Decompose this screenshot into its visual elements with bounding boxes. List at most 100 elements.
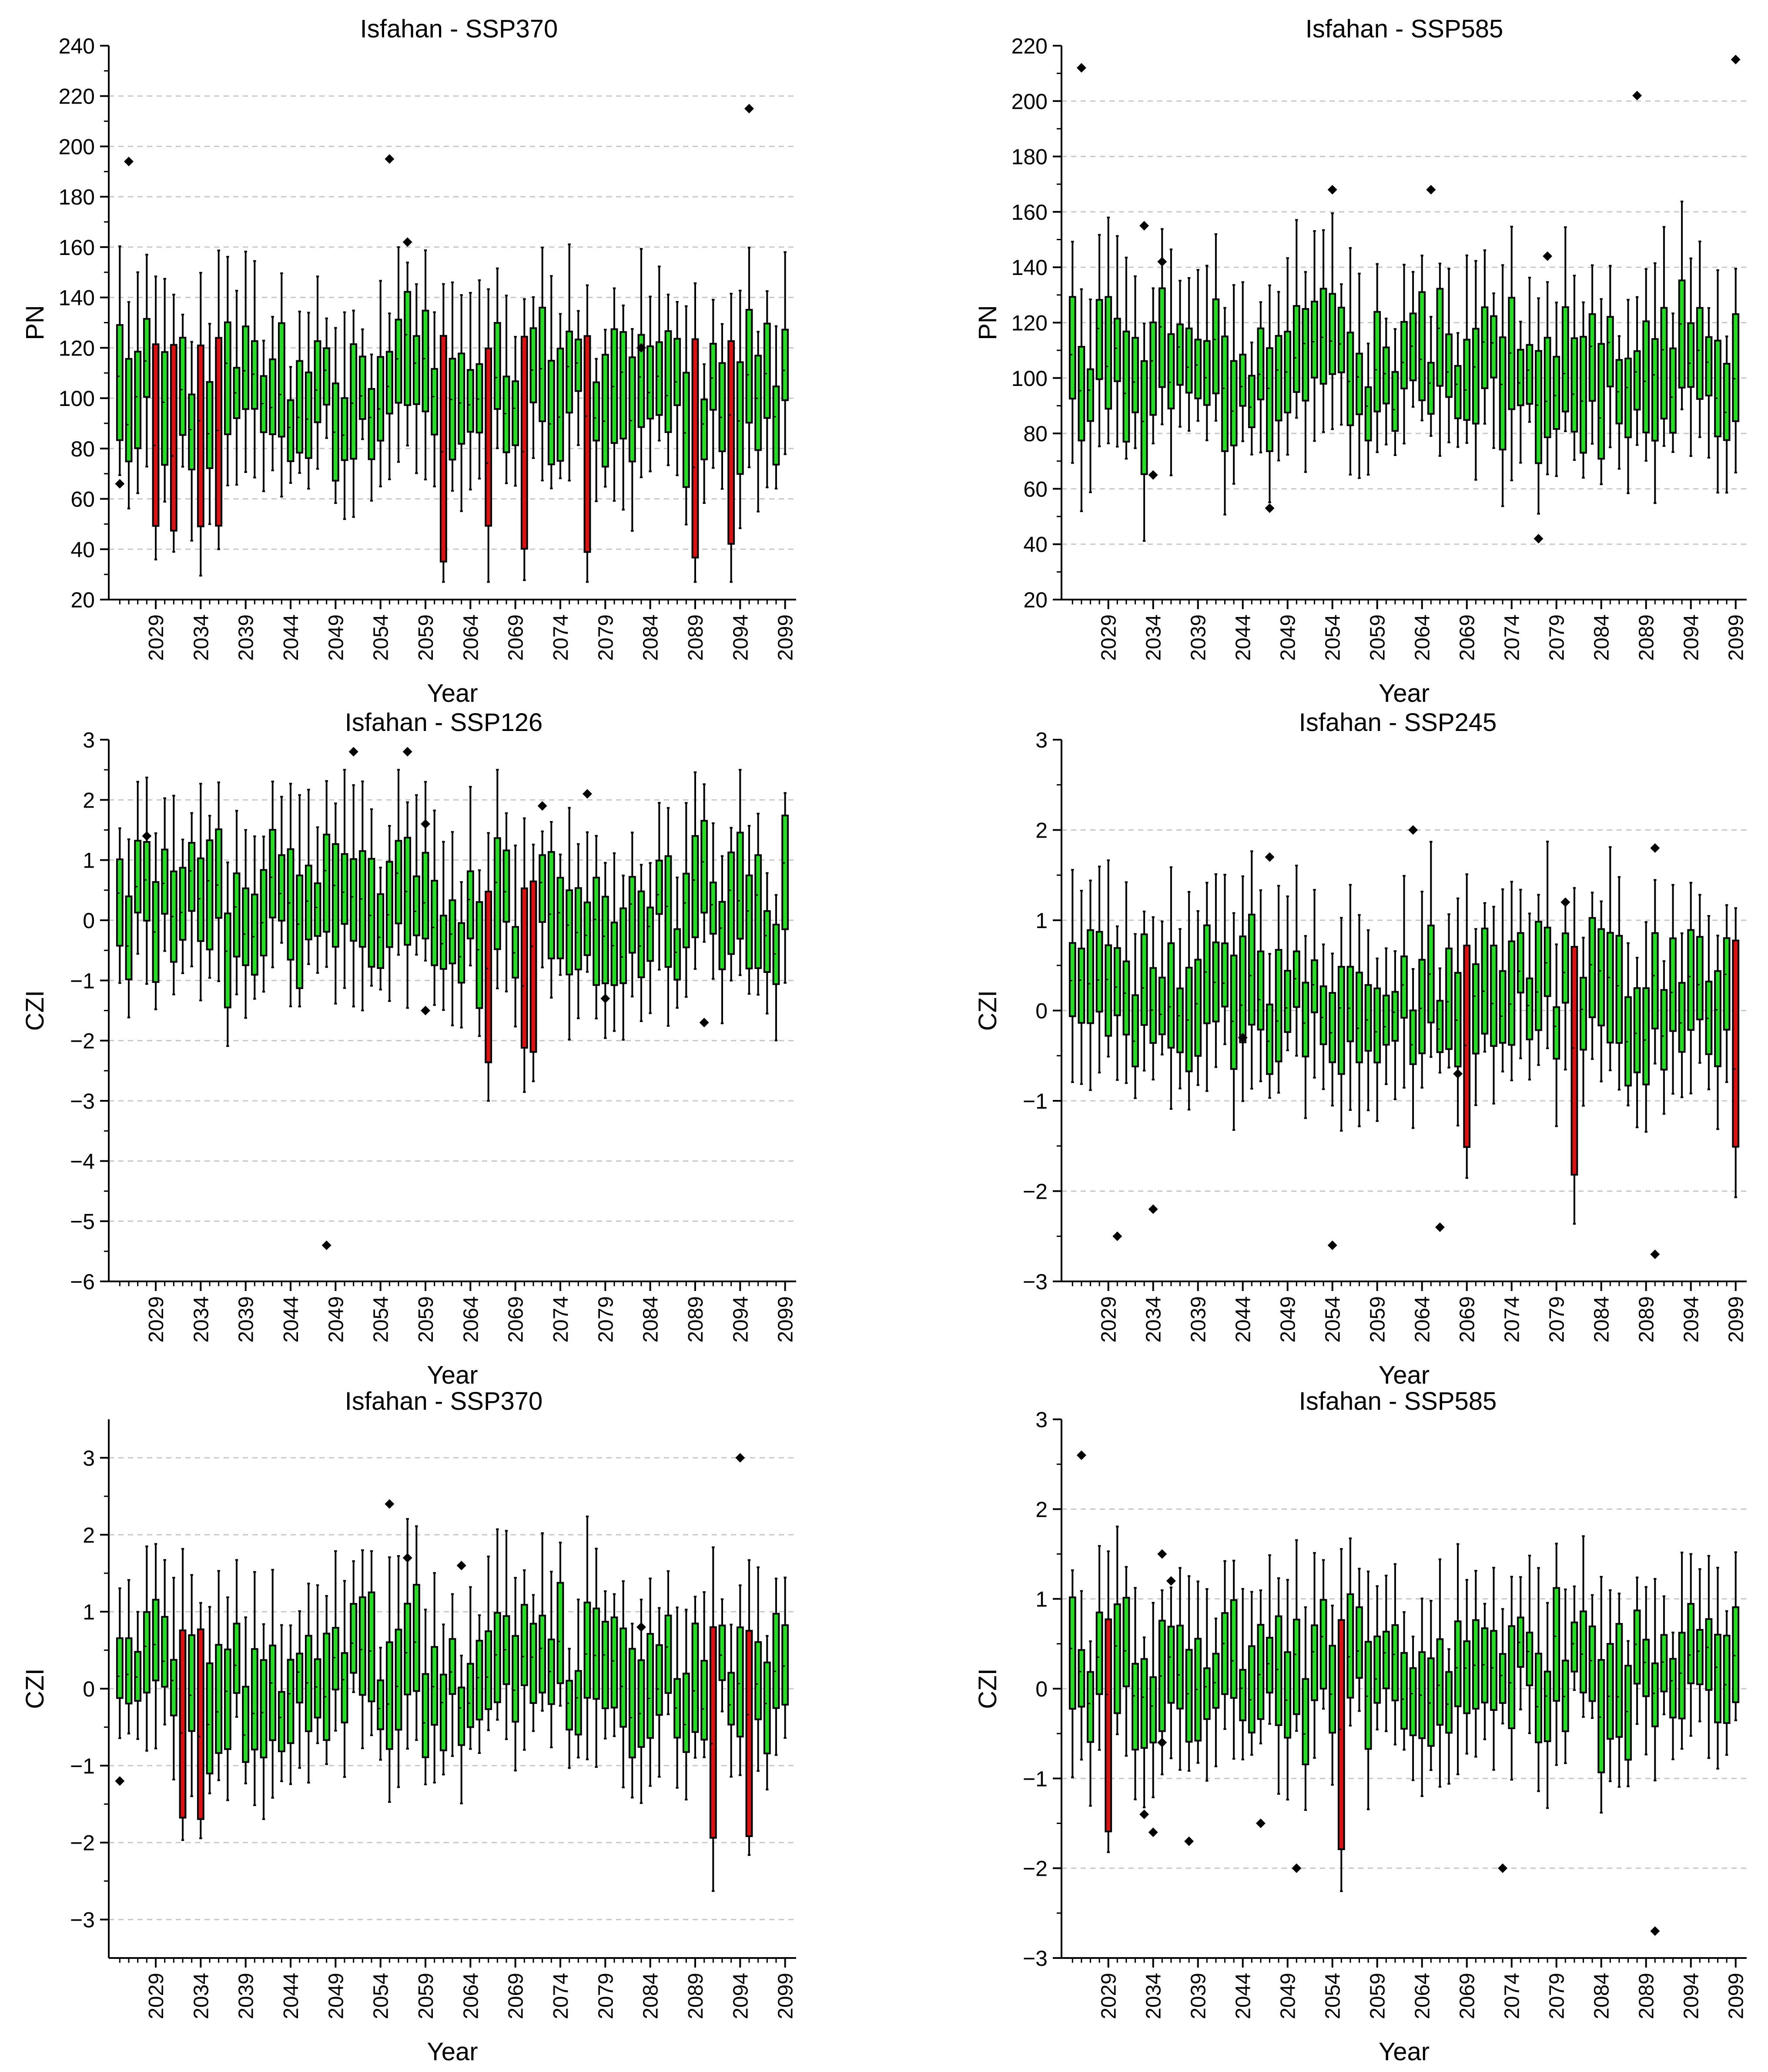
outlier-marker <box>402 1553 412 1563</box>
box-2053 <box>1319 985 1327 1045</box>
x-tick-label: 2084 <box>1591 1296 1614 1343</box>
box-2047 <box>1266 1003 1273 1075</box>
y-tick-label: 60 <box>1023 477 1048 501</box>
x-tick-label: 2089 <box>684 1973 707 2019</box>
box-2097 <box>763 1661 771 1754</box>
box-2026 <box>125 895 133 980</box>
x-tick-label: 2054 <box>1322 1973 1345 2019</box>
outlier-marker <box>1560 897 1570 907</box>
box-2049 <box>1284 970 1292 1033</box>
box-2067 <box>493 322 501 410</box>
box-2060 <box>1382 1630 1390 1690</box>
box-2025 <box>116 858 124 947</box>
box-2078 <box>1544 1670 1551 1742</box>
box-2032 <box>1132 337 1139 413</box>
x-tick-label: 2034 <box>190 614 213 661</box>
box-2083 <box>637 1659 645 1748</box>
box-2088 <box>682 1673 690 1753</box>
x-tick-label: 2059 <box>1366 1296 1390 1343</box>
box-2047 <box>314 340 321 423</box>
y-tick-label: 140 <box>59 286 95 310</box>
outlier-marker <box>1435 1222 1445 1232</box>
outlier-marker <box>1543 251 1553 261</box>
box-2035 <box>1158 976 1166 1036</box>
x-tick-label: 2094 <box>1680 1973 1703 2019</box>
box-2046 <box>305 371 312 459</box>
outlier-marker <box>1157 1549 1167 1559</box>
box-2065 <box>1427 362 1435 415</box>
box-2092 <box>718 1624 726 1681</box>
x-tick-label: 2034 <box>1142 614 1165 661</box>
box-2047 <box>1266 347 1273 452</box>
box-2030 <box>161 351 169 466</box>
box-2077 <box>1535 921 1542 1031</box>
box-2045 <box>1248 375 1256 428</box>
box-2066 <box>1436 999 1444 1053</box>
x-tick-label: 2089 <box>684 1296 707 1343</box>
box-2078 <box>1544 926 1551 997</box>
panel-title: Isfahan - SSP585 <box>1306 15 1503 43</box>
box-2063 <box>1409 1667 1417 1737</box>
box-2025 <box>1068 296 1076 400</box>
box-2069 <box>512 1635 519 1723</box>
box-2071 <box>529 880 537 1053</box>
box-2026 <box>125 358 133 463</box>
box-2028 <box>143 841 151 922</box>
box-2042 <box>1221 1612 1229 1695</box>
box-2069 <box>1463 339 1471 421</box>
y-tick-label: 80 <box>1023 422 1048 446</box>
box-2061 <box>439 335 447 563</box>
x-tick-label: 2079 <box>594 614 617 661</box>
x-tick-label: 2094 <box>1680 1296 1703 1343</box>
box-2079 <box>601 1621 609 1710</box>
box-2043 <box>1230 1599 1238 1699</box>
outlier-marker <box>1731 54 1741 64</box>
y-tick-label: −3 <box>70 1089 95 1113</box>
box-2063 <box>458 352 465 445</box>
box-2042 <box>269 358 277 436</box>
box-2087 <box>673 338 681 406</box>
x-axis-label: Year <box>1379 2038 1430 2066</box>
box-2085 <box>655 1644 663 1716</box>
box-2029 <box>1105 944 1112 1037</box>
box-2061 <box>1391 991 1399 1042</box>
y-axis-label: PN <box>21 305 49 340</box>
box-2085 <box>1606 316 1614 388</box>
x-tick-label: 2099 <box>1725 1973 1748 2019</box>
box-2061 <box>1391 371 1399 432</box>
outlier-marker <box>583 789 592 799</box>
box-2086 <box>664 855 672 968</box>
x-axis-label: Year <box>1379 679 1430 707</box>
box-2083 <box>637 334 645 428</box>
box-2097 <box>763 322 771 419</box>
box-2049 <box>1284 1651 1292 1739</box>
box-2085 <box>655 341 663 416</box>
box-2053 <box>368 1591 375 1703</box>
box-2068 <box>1454 1620 1462 1707</box>
box-2070 <box>1472 963 1480 1055</box>
box-2057 <box>1356 972 1363 1063</box>
box-2054 <box>377 893 385 969</box>
box-2055 <box>385 861 393 948</box>
box-2035 <box>1158 287 1166 388</box>
y-tick-label: 240 <box>59 34 95 58</box>
x-axis-label: Year <box>427 679 478 707</box>
box-2086 <box>1615 1623 1623 1738</box>
x-tick-label: 2064 <box>1411 1973 1434 2019</box>
box-2037 <box>224 1648 231 1750</box>
box-2094 <box>736 361 744 475</box>
x-tick-label: 2054 <box>1322 1296 1345 1343</box>
panel-title: Isfahan - SSP126 <box>345 708 543 737</box>
outlier-marker <box>1534 533 1544 543</box>
box-2069 <box>1463 945 1471 1148</box>
box-2085 <box>655 859 663 915</box>
box-2076 <box>1526 977 1534 1040</box>
box-2038 <box>233 872 241 958</box>
box-2042 <box>269 829 277 919</box>
box-2050 <box>341 1652 348 1723</box>
x-tick-label: 2034 <box>1142 1296 1165 1343</box>
box-2072 <box>1490 945 1497 1047</box>
box-2064 <box>466 870 474 939</box>
box-2095 <box>1696 1629 1704 1685</box>
x-tick-label: 2044 <box>280 1296 303 1343</box>
